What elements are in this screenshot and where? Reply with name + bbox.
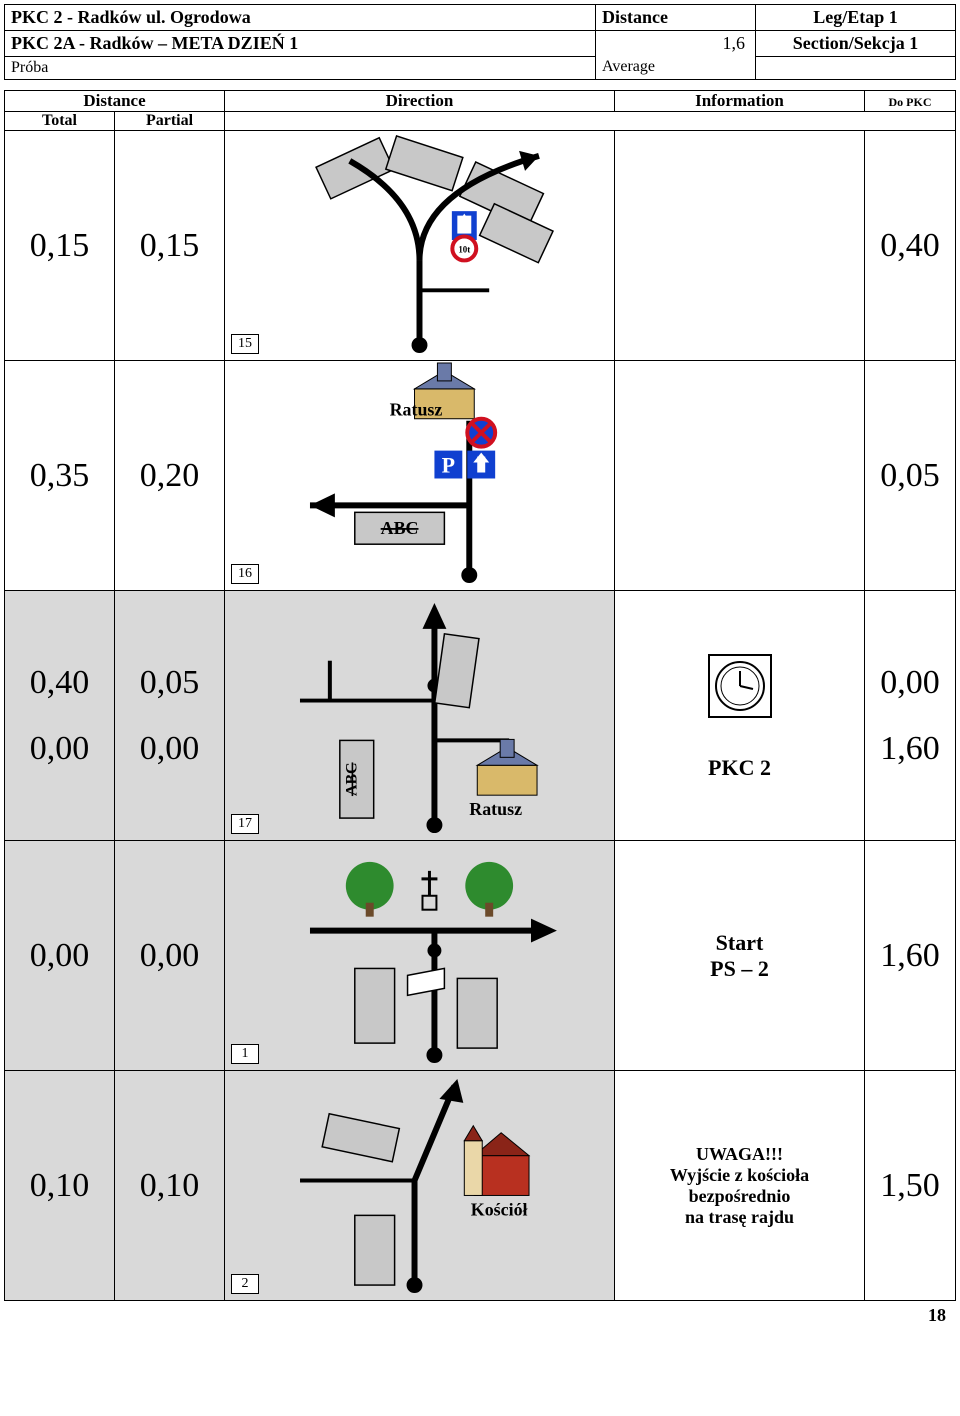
- distance-value: 1,6: [596, 31, 755, 56]
- diagram-number: 17: [231, 814, 259, 834]
- info-cell: Start PS – 2: [615, 841, 865, 1070]
- header-left: PKC 2 - Radków ul. Ogrodowa PKC 2A - Rad…: [5, 5, 595, 79]
- tulip-diagram-icon: ABC Ratusz: [225, 591, 614, 840]
- total-cell: 0,35: [5, 361, 115, 590]
- col-direction: Direction: [225, 91, 615, 111]
- tulip-diagram-icon: 10t: [225, 131, 614, 360]
- tulip-diagram-icon: [225, 841, 614, 1070]
- header-title-1: PKC 2 - Radków ul. Ogrodowa: [5, 5, 595, 31]
- tulip-row: 0,35 0,20 Ratusz ABC P: [4, 361, 956, 591]
- direction-cell: Ratusz ABC P 16: [225, 361, 615, 590]
- col-subheader-spacer: [225, 112, 955, 130]
- dopkc-cell: 1,60: [865, 841, 955, 1070]
- average-label: Average: [596, 56, 755, 78]
- partial-cell: 0,00: [115, 841, 225, 1070]
- dopkc-cell: 0,40: [865, 131, 955, 360]
- svg-text:Ratusz: Ratusz: [469, 799, 522, 819]
- page-header: PKC 2 - Radków ul. Ogrodowa PKC 2A - Rad…: [4, 4, 956, 80]
- info-cell: PKC 2: [615, 591, 865, 840]
- direction-cell: 10t 15: [225, 131, 615, 360]
- info-cell: [615, 361, 865, 590]
- diagram-number: 1: [231, 1044, 259, 1064]
- col-distance: Distance: [5, 91, 225, 111]
- section-label: Section/Sekcja 1: [756, 31, 955, 57]
- svg-text:10t: 10t: [458, 244, 470, 254]
- svg-text:P: P: [442, 453, 455, 478]
- dopkc-cell: 1,50: [865, 1071, 955, 1300]
- total-cell: 0,15: [5, 131, 115, 360]
- partial-cell: 0,15: [115, 131, 225, 360]
- partial-cell: 0,05 0,00: [115, 591, 225, 840]
- tulip-row: 0,00 0,00 1: [4, 841, 956, 1071]
- column-header-row: Distance Direction Information Do PKC: [4, 90, 956, 112]
- total-cell: 0,10: [5, 1071, 115, 1300]
- tulip-row: 0,40 0,00 0,05 0,00 ABC: [4, 591, 956, 841]
- clock-icon: [705, 651, 775, 727]
- leg-label: Leg/Etap 1: [756, 5, 955, 31]
- info-cell: [615, 131, 865, 360]
- header-proba: Próba: [5, 57, 595, 79]
- info-cell: UWAGA!!! Wyjście z kościoła bezpośrednio…: [615, 1071, 865, 1300]
- col-partial: Partial: [115, 112, 225, 130]
- dopkc-cell: 0,00 1,60: [865, 591, 955, 840]
- direction-cell: ABC Ratusz 17: [225, 591, 615, 840]
- page-number: 18: [4, 1301, 956, 1330]
- total-cell: 0,00: [5, 841, 115, 1070]
- col-dopkc: Do PKC: [865, 91, 955, 111]
- svg-text:ABC: ABC: [381, 518, 419, 538]
- col-total: Total: [5, 112, 115, 130]
- header-right: Leg/Etap 1 Section/Sekcja 1: [755, 5, 955, 79]
- svg-text:ABC: ABC: [344, 762, 361, 796]
- svg-text:Kościół: Kościół: [471, 1199, 528, 1219]
- direction-cell: 1: [225, 841, 615, 1070]
- col-information: Information: [615, 91, 865, 111]
- diagram-number: 16: [231, 564, 259, 584]
- header-blank: [756, 57, 955, 79]
- tulip-diagram-icon: Kościół: [225, 1071, 614, 1300]
- tulip-row: 0,10 0,10 Kościół 2 UWAGA!!! W: [4, 1071, 956, 1301]
- total-cell: 0,40 0,00: [5, 591, 115, 840]
- diagram-number: 2: [231, 1274, 259, 1294]
- partial-cell: 0,10: [115, 1071, 225, 1300]
- header-mid: Distance 1,6 Average: [595, 5, 755, 79]
- tulip-row: 0,15 0,15 10t: [4, 131, 956, 361]
- dopkc-cell: 0,05: [865, 361, 955, 590]
- diagram-number: 15: [231, 334, 259, 354]
- header-title-2: PKC 2A - Radków – META DZIEŃ 1: [5, 31, 595, 57]
- partial-cell: 0,20: [115, 361, 225, 590]
- distance-label: Distance: [596, 5, 755, 31]
- svg-text:Ratusz: Ratusz: [390, 400, 443, 420]
- roadbook-page: PKC 2 - Radków ul. Ogrodowa PKC 2A - Rad…: [0, 0, 960, 1334]
- column-subheader-row: Total Partial: [4, 112, 956, 131]
- direction-cell: Kościół 2: [225, 1071, 615, 1300]
- tulip-diagram-icon: Ratusz ABC P: [225, 361, 614, 590]
